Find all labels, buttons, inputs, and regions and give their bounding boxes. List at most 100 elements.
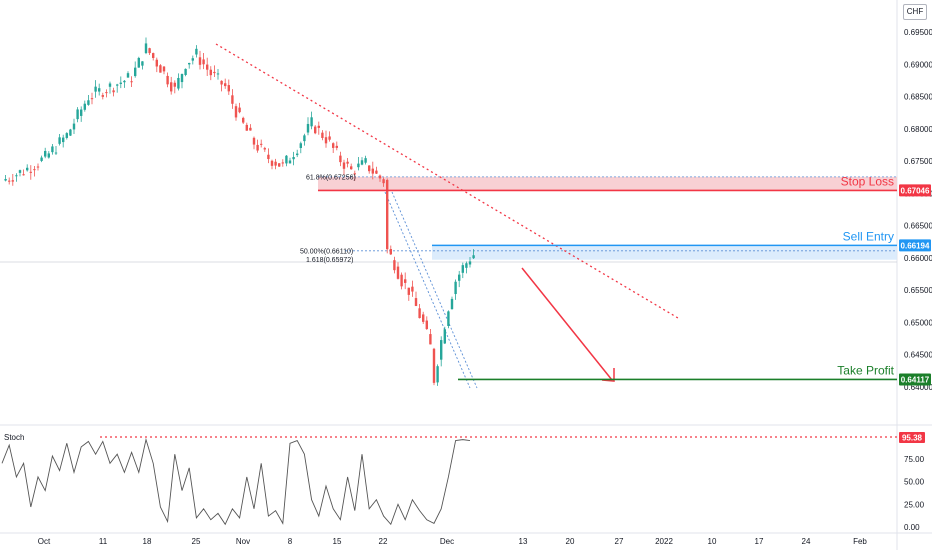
candle-body <box>166 75 169 85</box>
candle-body <box>364 158 367 163</box>
candle-body <box>216 73 220 75</box>
candle-body <box>346 161 349 164</box>
candle-body <box>112 90 115 93</box>
time-tick-label: 10 <box>708 537 717 546</box>
candle-body <box>90 98 94 100</box>
candle-body <box>44 150 47 157</box>
time-axis[interactable]: Oct 11 18 25 Nov 8 15 22 Dec 13 20 27 2022 10 17 24 Feb <box>38 537 868 546</box>
time-tick-label: 15 <box>333 537 342 546</box>
time-tick-label: 22 <box>379 537 388 546</box>
candle-body <box>450 298 454 310</box>
time-tick-label: Nov <box>236 537 250 546</box>
level-price-badge-text: 0.64117 <box>901 375 930 384</box>
candle-body <box>184 68 187 75</box>
stoch-title: Stoch <box>4 433 24 442</box>
candle-body <box>389 249 392 255</box>
candle-body <box>134 67 137 77</box>
candle-body <box>422 314 425 322</box>
candle-body <box>22 174 25 176</box>
candle-body <box>173 82 176 87</box>
stoch-value-badge <box>899 432 925 443</box>
candle-body <box>274 161 277 166</box>
candle-body <box>213 71 216 74</box>
time-tick-label: 24 <box>802 537 811 546</box>
candle-body <box>396 266 400 279</box>
candle-body <box>440 340 443 360</box>
time-tick-label: Oct <box>38 537 51 546</box>
candle-body <box>256 144 259 151</box>
candle-body <box>263 148 266 150</box>
candle-body <box>62 137 65 143</box>
candle-body <box>170 82 173 92</box>
candle-body <box>195 48 198 55</box>
candle-body <box>51 146 54 153</box>
candle-body <box>8 180 11 182</box>
candle-body <box>350 166 353 170</box>
candle-body <box>202 59 205 65</box>
price-axis[interactable]: 0.69500 0.69000 0.68500 0.68000 0.67500 0.670… <box>904 28 932 392</box>
candle-body <box>368 165 371 172</box>
stoch-tick-label: 50.00 <box>904 478 925 487</box>
candle-body <box>321 132 324 138</box>
drawings-layer[interactable] <box>215 43 679 389</box>
candle-body <box>26 167 29 171</box>
levels-layer[interactable]: Stop Loss 0.67046 Sell Entry 0.66194 Take Pr… <box>318 174 931 386</box>
candle-body <box>267 154 270 160</box>
price-tick-label: 0.68500 <box>904 93 932 102</box>
candle-body <box>299 143 302 148</box>
time-tick-label: 17 <box>755 537 764 546</box>
candle-body <box>209 69 212 76</box>
candle-body <box>206 64 209 70</box>
stoch-pane: 95.38 <box>1 432 925 526</box>
candle-body <box>224 83 227 87</box>
candle-body <box>335 145 338 148</box>
time-tick-label: 18 <box>143 537 152 546</box>
stoch-tick-label: 0.00 <box>904 523 920 532</box>
candle-body <box>162 66 166 72</box>
stoch-axis: 75.00 50.00 25.00 0.00 <box>904 455 925 532</box>
candle-body <box>314 126 317 134</box>
price-tick-label: 0.66000 <box>904 254 932 263</box>
stop-loss-zone <box>318 176 897 191</box>
price-tick-label: 0.69500 <box>904 28 932 37</box>
price-tick-label: 0.65500 <box>904 286 932 295</box>
fib-label: 1.618(0.65972) <box>306 257 353 264</box>
candle-body <box>317 125 320 128</box>
candle-body <box>29 171 32 173</box>
price-tick-label: 0.68000 <box>904 125 932 134</box>
candle-body <box>130 81 133 83</box>
candle-body <box>148 48 151 54</box>
candle-body <box>47 153 50 158</box>
candle-body <box>303 135 306 142</box>
time-tick-label: 8 <box>288 537 293 546</box>
currency-label[interactable]: CHF <box>903 4 927 20</box>
stoch-value-badge-text: 95.38 <box>902 434 923 443</box>
level-price-badge <box>899 184 931 197</box>
candle-body <box>98 88 101 92</box>
candle-body <box>328 136 331 140</box>
candle-body <box>119 82 122 84</box>
candle-body <box>411 286 414 292</box>
candle-body <box>324 137 328 144</box>
candle-body <box>458 274 461 281</box>
candle-body <box>159 65 162 73</box>
candle-body <box>252 137 256 145</box>
level-label: Sell Entry <box>843 229 894 243</box>
time-tick-label: 25 <box>192 537 201 546</box>
stoch-tick-label: 25.00 <box>904 500 925 509</box>
candle-body <box>33 169 36 171</box>
candle-body <box>353 173 356 175</box>
candle-body <box>191 58 194 61</box>
candle-body <box>105 92 108 94</box>
level-price-badge <box>899 373 931 386</box>
candle-body <box>69 129 72 136</box>
price-tick-label: 0.66500 <box>904 222 932 231</box>
candle-body <box>281 162 284 164</box>
level-label: Take Profit <box>837 363 894 377</box>
candle-body <box>339 155 342 163</box>
candle-body <box>238 107 241 113</box>
price-tick-label: 0.64500 <box>904 351 932 360</box>
candle-body <box>18 170 22 173</box>
time-tick-label: 20 <box>566 537 575 546</box>
